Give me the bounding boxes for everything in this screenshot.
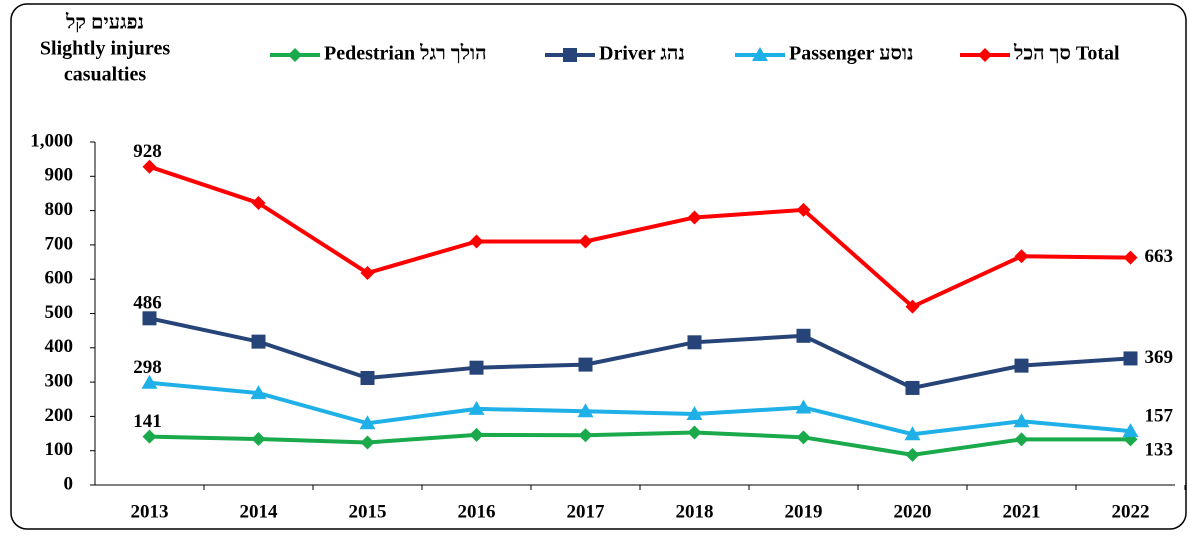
legend-label: Passenger נוסע	[789, 43, 914, 65]
data-label: 663	[1145, 246, 1174, 267]
legend-marker	[752, 47, 768, 61]
data-point	[1014, 358, 1029, 373]
data-point	[687, 335, 702, 350]
data-point	[905, 447, 920, 462]
data-point	[905, 299, 920, 314]
legend-label: סך הכל Total	[1013, 43, 1120, 65]
data-point	[578, 357, 593, 372]
legend-label: Pedestrian הולך רגל	[324, 43, 487, 65]
data-point	[251, 334, 266, 349]
y-tick-label: 700	[45, 233, 74, 254]
data-point	[469, 360, 484, 375]
data-point	[359, 415, 376, 430]
data-point	[578, 428, 593, 443]
x-tick-label: 2018	[676, 501, 714, 522]
chart-frame	[10, 3, 1187, 530]
y-tick-label: 100	[45, 439, 74, 460]
data-point	[1013, 413, 1030, 428]
data-label: 298	[133, 357, 162, 378]
data-point	[360, 370, 375, 385]
data-point	[142, 429, 157, 444]
data-point	[687, 210, 702, 225]
data-point	[1122, 423, 1139, 438]
data-label: 157	[1145, 406, 1174, 427]
data-point	[142, 311, 157, 326]
x-tick-label: 2019	[785, 501, 823, 522]
series-line	[149, 316, 1131, 391]
data-point	[577, 403, 594, 418]
data-point	[1123, 250, 1138, 265]
data-point	[360, 435, 375, 450]
y-tick-label: 1,000	[30, 130, 73, 151]
data-point	[796, 202, 811, 217]
series-line	[149, 380, 1131, 437]
y-tick-label: 0	[64, 473, 74, 494]
data-point	[905, 380, 920, 395]
legend-marker	[563, 48, 577, 62]
data-point	[360, 266, 375, 281]
y-axis-title: נפגעים קל	[65, 12, 144, 34]
data-point	[1123, 351, 1138, 366]
y-tick-label: 400	[45, 336, 74, 357]
data-point	[251, 196, 266, 211]
data-point	[578, 234, 593, 249]
y-axis-title: casualties	[64, 64, 146, 86]
y-tick-label: 600	[45, 268, 74, 289]
series-line	[148, 164, 1131, 310]
x-tick-label: 2013	[131, 501, 169, 522]
data-point	[251, 432, 266, 447]
data-point	[796, 430, 811, 445]
y-axis-title: Slightly injures	[40, 38, 170, 60]
y-tick-label: 300	[45, 370, 74, 391]
data-point	[686, 405, 703, 420]
x-tick-label: 2015	[349, 501, 387, 522]
data-label: 928	[133, 141, 162, 162]
data-point	[904, 426, 921, 441]
data-point	[142, 159, 157, 174]
data-point	[1014, 249, 1029, 264]
series-line	[149, 430, 1131, 457]
data-point	[468, 400, 485, 415]
x-tick-label: 2016	[458, 501, 496, 522]
x-tick-label: 2022	[1112, 501, 1150, 522]
data-point	[469, 234, 484, 249]
data-label: 486	[133, 293, 162, 314]
x-tick-label: 2020	[894, 501, 932, 522]
data-point	[469, 427, 484, 442]
y-tick-label: 800	[45, 199, 74, 220]
x-tick-label: 2021	[1003, 501, 1041, 522]
data-point	[796, 328, 811, 343]
legend-marker	[978, 48, 992, 62]
data-label: 141	[133, 411, 162, 432]
x-tick-label: 2017	[567, 501, 606, 522]
data-point	[795, 399, 812, 414]
legend-marker	[288, 48, 302, 62]
data-point	[250, 385, 267, 400]
data-label: 369	[1145, 347, 1174, 368]
y-tick-label: 500	[45, 302, 74, 323]
data-point	[687, 425, 702, 440]
y-tick-label: 900	[45, 165, 74, 186]
data-point	[141, 374, 158, 389]
data-label: 133	[1145, 440, 1174, 461]
legend-label: Driver נהג	[599, 43, 685, 65]
x-tick-label: 2014	[240, 501, 279, 522]
y-tick-label: 200	[45, 405, 74, 426]
data-point	[1014, 432, 1029, 447]
